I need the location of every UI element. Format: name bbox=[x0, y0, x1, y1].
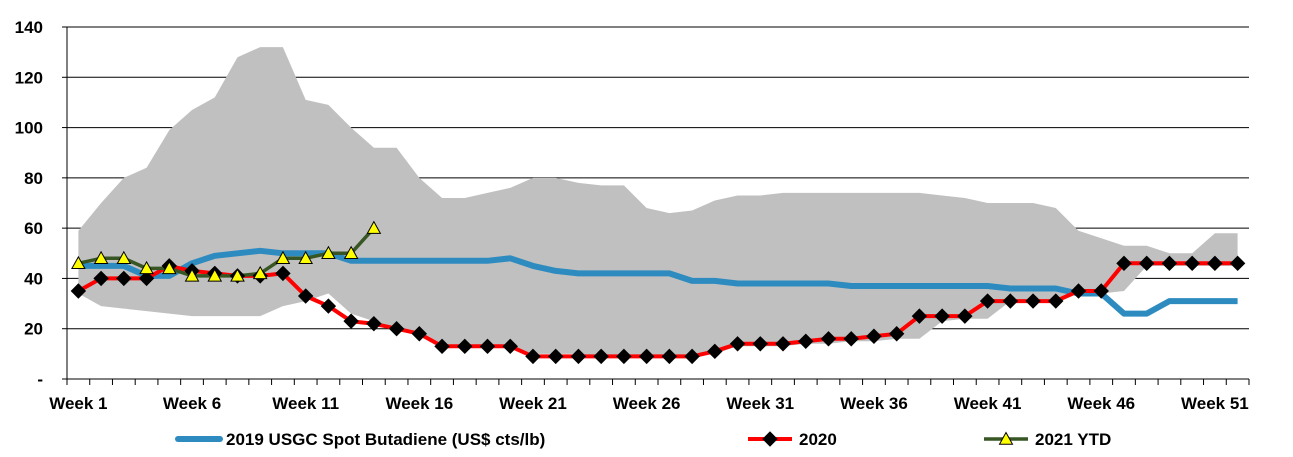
marker-2020 bbox=[434, 338, 450, 355]
marker-2020 bbox=[843, 331, 859, 347]
legend-label-1: 2019 USGC Spot Butadiene (US$ cts/lb) bbox=[226, 430, 545, 449]
x-tick-label: Week 1 bbox=[49, 394, 107, 413]
historical-range-band bbox=[78, 47, 1238, 357]
range-band-area bbox=[78, 47, 1238, 357]
marker-2020 bbox=[570, 348, 587, 365]
marker-2020 bbox=[729, 336, 746, 352]
marker-2020 bbox=[411, 326, 428, 342]
marker-2021 bbox=[161, 260, 177, 275]
marker-2020 bbox=[502, 338, 518, 355]
marker-2020 bbox=[343, 313, 359, 329]
marker-2020 bbox=[616, 348, 632, 365]
y-tick-label: 100 bbox=[15, 119, 43, 138]
marker-2021 bbox=[298, 250, 314, 265]
marker-2020 bbox=[1070, 283, 1087, 299]
marker-2020 bbox=[707, 343, 723, 360]
marker-2021 bbox=[207, 268, 223, 282]
marker-2020 bbox=[388, 321, 405, 337]
series-markers bbox=[70, 220, 1246, 365]
x-tick-label: Week 51 bbox=[1181, 394, 1249, 413]
y-tick-label: 40 bbox=[24, 269, 43, 288]
series-line-1 bbox=[78, 247, 1238, 317]
marker-2020 bbox=[525, 348, 541, 365]
marker-2021 bbox=[230, 268, 245, 282]
marker-2021 bbox=[139, 260, 154, 275]
marker-2021 bbox=[343, 245, 359, 259]
marker-2021 bbox=[116, 250, 132, 265]
legend-label-3: 2021 YTD bbox=[1035, 430, 1111, 449]
marker-2020 bbox=[1002, 293, 1019, 309]
marker-2021 bbox=[366, 220, 382, 234]
x-tick-label: Week 6 bbox=[163, 394, 221, 413]
series-line-2 bbox=[77, 261, 1238, 359]
y-tick-label: 20 bbox=[24, 320, 43, 339]
marker-2020 bbox=[911, 308, 928, 324]
legend: 2019 USGC Spot Butadiene (US$ cts/lb) 202… bbox=[175, 430, 1111, 449]
marker-2020 bbox=[638, 348, 655, 365]
x-tick-label: Week 26 bbox=[613, 394, 681, 413]
marker-2020 bbox=[866, 328, 882, 344]
legend-label-2: 2020 bbox=[799, 430, 837, 449]
marker-2021 bbox=[252, 265, 268, 280]
marker-2020 bbox=[1207, 255, 1223, 272]
tick-labels: - 20 40 60 80 100 120 140 Week 1 Week 6 Week 11 Wee… bbox=[15, 18, 1249, 413]
marker-2020 bbox=[752, 336, 768, 352]
x-tick-label: Week 31 bbox=[726, 394, 794, 413]
marker-2020 bbox=[661, 348, 678, 365]
marker-2021 bbox=[71, 255, 86, 270]
marker-2020 bbox=[457, 338, 473, 355]
marker-2020 bbox=[593, 348, 609, 365]
marker-2021 bbox=[184, 268, 200, 282]
marker-2020 bbox=[684, 348, 700, 365]
marker-2020 bbox=[775, 336, 791, 352]
marker-2020 bbox=[297, 288, 314, 304]
marker-2020 bbox=[820, 331, 837, 347]
marker-2021 bbox=[275, 250, 291, 265]
marker-2020 bbox=[1229, 255, 1246, 272]
marker-2020 bbox=[957, 308, 973, 324]
x-tick-label: Week 36 bbox=[840, 394, 908, 413]
marker-2020 bbox=[1139, 255, 1155, 272]
marker-2020 bbox=[138, 270, 155, 287]
marker-2020 bbox=[888, 326, 905, 342]
marker-2021 bbox=[93, 250, 109, 265]
axes bbox=[62, 26, 1250, 385]
x-tick-label: Week 46 bbox=[1067, 394, 1135, 413]
legend-marker-2021 bbox=[998, 431, 1014, 445]
marker-2020 bbox=[979, 293, 996, 309]
y-tick-label: 80 bbox=[24, 169, 43, 188]
marker-2020 bbox=[1025, 293, 1041, 309]
marker-2021 bbox=[321, 245, 336, 259]
marker-2020 bbox=[934, 308, 950, 324]
legend-marker-2020 bbox=[762, 431, 778, 447]
marker-2020 bbox=[320, 298, 337, 314]
x-tick-label: Week 11 bbox=[272, 394, 339, 413]
x-tick-label: Week 21 bbox=[499, 394, 567, 413]
marker-2020 bbox=[1093, 283, 1109, 299]
marker-2020 bbox=[1048, 293, 1064, 309]
marker-2020 bbox=[116, 270, 132, 287]
y-tick-label: 120 bbox=[15, 68, 43, 87]
marker-2020 bbox=[1184, 255, 1200, 272]
marker-2020 bbox=[70, 283, 87, 299]
marker-2020 bbox=[1116, 255, 1132, 272]
x-tick-label: Week 16 bbox=[385, 394, 453, 413]
y-tick-label: 140 bbox=[15, 18, 43, 37]
marker-2020 bbox=[479, 338, 496, 355]
x-tick-label: Week 41 bbox=[954, 394, 1022, 413]
y-tick-label: - bbox=[37, 370, 43, 389]
marker-2020 bbox=[798, 333, 814, 349]
marker-2020 bbox=[548, 348, 564, 365]
marker-2020 bbox=[366, 315, 382, 332]
marker-2020 bbox=[1161, 255, 1178, 272]
y-tick-label: 60 bbox=[24, 219, 43, 238]
marker-2020 bbox=[275, 265, 291, 282]
marker-2020 bbox=[93, 270, 109, 287]
